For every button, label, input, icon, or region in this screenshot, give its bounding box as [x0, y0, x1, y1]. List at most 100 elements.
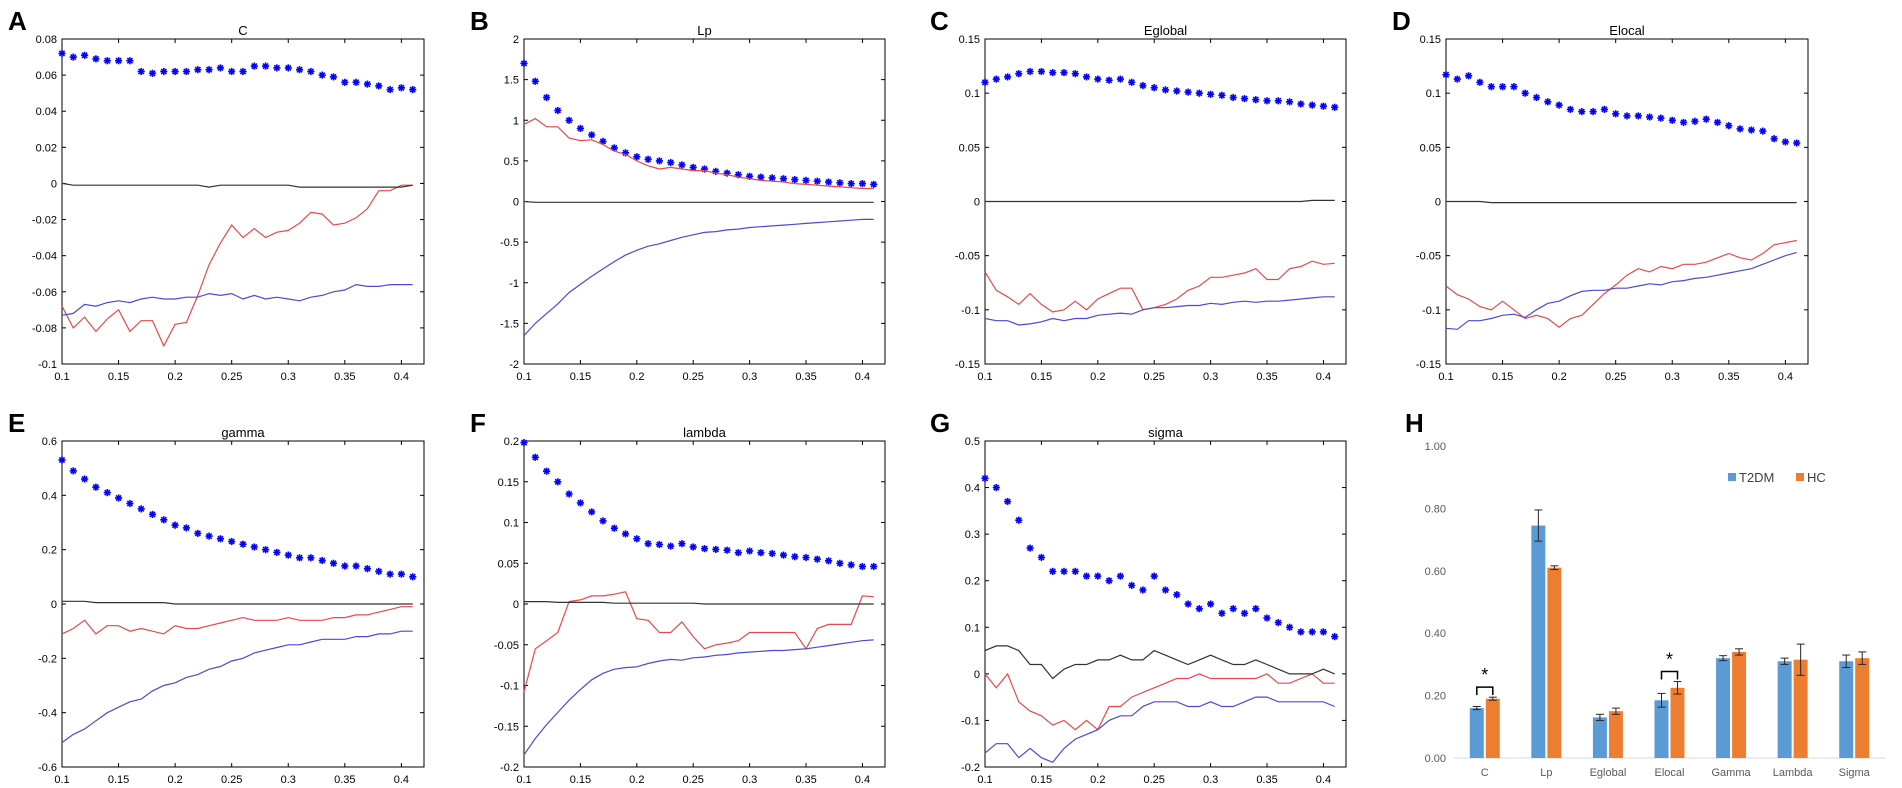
star-point	[160, 67, 168, 76]
star-point	[588, 508, 596, 516]
star-point	[126, 57, 134, 65]
x-tick-label: 0.35	[795, 774, 816, 786]
star-point	[1105, 577, 1113, 585]
x-tick-label: 0.25	[683, 774, 704, 786]
star-point	[1082, 572, 1091, 580]
plot-title: lambda	[683, 425, 726, 440]
y-tick-label: 1.5	[504, 75, 519, 87]
y-tick-label: 0.02	[36, 142, 57, 154]
star-point	[1308, 628, 1316, 636]
y-tick-label: 0.1	[965, 622, 980, 634]
y-tick-label: -0.15	[955, 359, 980, 371]
star-point	[621, 530, 630, 538]
x-tick-label: 0.15	[108, 371, 129, 383]
y-tick-label: 0.1	[965, 88, 980, 100]
star-point	[870, 180, 878, 188]
bar-hc	[1547, 567, 1562, 758]
star-point	[182, 524, 190, 532]
star-point	[262, 62, 270, 70]
star-point	[1759, 127, 1767, 135]
star-point	[250, 62, 258, 70]
y-tick-label: -0.06	[32, 287, 57, 299]
star-point	[689, 163, 697, 171]
star-point	[565, 490, 573, 498]
y-tick-label: -0.2	[38, 653, 57, 665]
x-tick-label: 0.3	[1203, 371, 1218, 383]
star-point	[1184, 600, 1192, 608]
star-point	[1747, 126, 1756, 134]
x-tick-label: 0.3	[742, 371, 757, 383]
y-tick-label: -0.02	[32, 215, 57, 227]
star-point	[228, 67, 236, 76]
star-point	[1015, 70, 1023, 78]
y-tick-label: 0.80	[1425, 503, 1446, 515]
y-tick-label: -0.1	[38, 359, 57, 371]
bar-hc	[1855, 658, 1870, 758]
series-line-blue	[61, 283, 413, 316]
x-tick-label: 0.15	[108, 774, 129, 786]
star-point	[341, 562, 349, 570]
star-point	[1736, 125, 1744, 133]
x-tick-label: 0.25	[1144, 774, 1165, 786]
star-point	[1521, 89, 1529, 97]
series-line-blue	[984, 296, 1335, 326]
star-point	[576, 499, 585, 507]
legend-label: T2DM	[1739, 470, 1774, 485]
x-tick-label: 0.2	[1551, 371, 1566, 383]
star-point	[1319, 628, 1328, 636]
x-tick-label: 0.3	[281, 774, 296, 786]
panel-c: C Eglobal -0.15 -0.1 -0.05 0 0.05 0.1 0.15 0.1 0.1…	[930, 6, 1347, 383]
x-tick-label: 0.1	[516, 371, 531, 383]
star-point	[1218, 609, 1226, 617]
y-tick-label: 0	[513, 197, 519, 209]
star-point	[363, 80, 371, 88]
star-point	[1060, 68, 1068, 77]
star-point	[1770, 135, 1778, 143]
x-tick-label: 0.4	[1316, 774, 1331, 786]
y-tick-label: 0	[974, 197, 980, 209]
star-point	[1464, 72, 1473, 80]
star-point	[1195, 605, 1203, 613]
star-point	[307, 554, 315, 562]
star-point	[58, 49, 66, 58]
star-point	[1184, 88, 1192, 96]
series-line-black	[61, 182, 413, 188]
y-tick-label: 0.15	[959, 34, 980, 46]
series-line-black	[985, 199, 1335, 203]
star-point	[542, 93, 551, 102]
y-tick-label: 0.1	[1426, 88, 1441, 100]
star-point	[599, 137, 607, 145]
star-point	[1285, 98, 1294, 106]
x-tick-label: C	[1481, 767, 1489, 779]
x-tick-label: Lambda	[1773, 767, 1814, 779]
panel-label: D	[1392, 6, 1411, 36]
star-point	[981, 474, 989, 482]
star-point	[1544, 98, 1552, 106]
series-line-red	[984, 672, 1335, 731]
bar-hc	[1793, 659, 1808, 758]
star-point	[1139, 81, 1147, 90]
star-point	[813, 555, 821, 563]
x-tick-label: 0.35	[334, 774, 355, 786]
star-point	[1049, 567, 1057, 576]
star-point	[1229, 605, 1237, 613]
star-point	[114, 494, 123, 502]
star-point	[1453, 75, 1461, 83]
star-point	[103, 489, 111, 497]
star-point	[1297, 628, 1305, 636]
x-tick-label: 0.1	[54, 371, 69, 383]
star-point	[1589, 107, 1597, 116]
star-point	[531, 453, 539, 461]
y-tick-label: 0.3	[965, 529, 980, 541]
y-tick-label: -0.5	[500, 237, 519, 249]
x-tick-label: 0.3	[281, 371, 296, 383]
y-tick-label: 1	[513, 115, 519, 127]
star-point	[531, 77, 539, 85]
x-tick-label: 0.3	[742, 774, 757, 786]
star-point	[1555, 101, 1563, 109]
x-tick-label: 0.15	[570, 774, 591, 786]
star-point	[1240, 94, 1249, 103]
panel-b: B Lp -2 -1.5 -1 -0.5 0 0.5 1 1.5 2 0.1 0.15 0.2 0.25 0.…	[470, 6, 886, 383]
star-point	[1793, 139, 1801, 147]
